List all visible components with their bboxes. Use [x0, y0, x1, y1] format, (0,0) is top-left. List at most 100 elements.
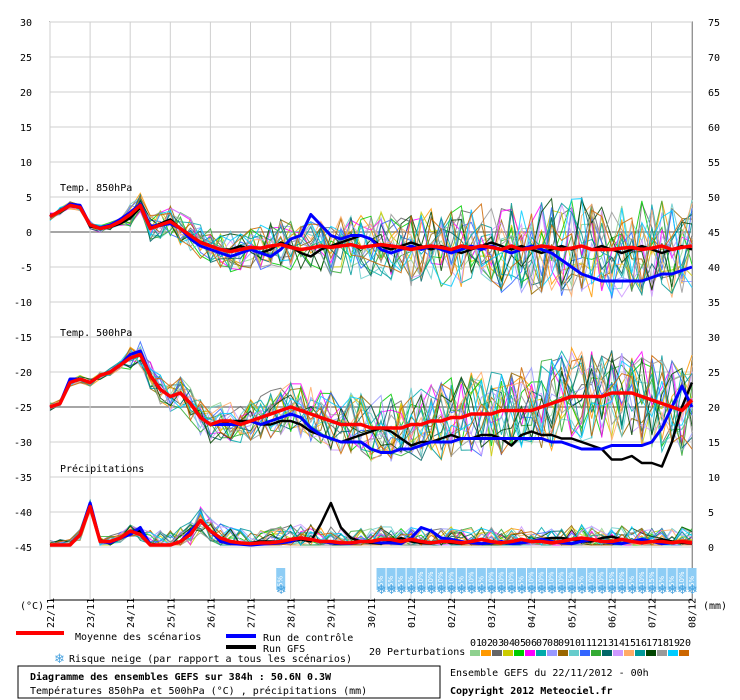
snow-risk-label: 10%: [447, 571, 455, 587]
x-tick-label: 30/11: [367, 598, 378, 628]
right-tick-label: 0: [708, 543, 714, 554]
x-tick-label: 27/11: [247, 598, 258, 628]
right-tick-label: 40: [708, 263, 720, 274]
perturbation-swatch: [668, 650, 678, 656]
right-tick-label: 15: [708, 438, 720, 449]
snow-risk-marker: [496, 568, 506, 590]
perturbation-swatch: [613, 650, 623, 656]
snow-risk-label: 5%: [688, 576, 696, 587]
snow-risk-label: 5%: [658, 576, 666, 587]
snowflake-icon: ❄: [637, 583, 648, 598]
x-tick-label: 22/11: [46, 598, 57, 628]
legend-mean-label: Moyenne des scénarios: [75, 631, 201, 643]
snow-risk-marker: [537, 568, 547, 590]
snow-risk-label: 5%: [628, 576, 636, 587]
snow-risk-marker: [527, 568, 536, 590]
x-tick-label: 25/11: [166, 598, 177, 628]
perturbation-swatch: [646, 650, 656, 656]
snow-risk-marker: [426, 568, 436, 590]
snow-risk-marker: [516, 568, 526, 590]
legend-control-swatch: [226, 634, 256, 638]
snow-risk-marker: [627, 568, 637, 590]
snowflake-icon: ❄: [537, 583, 548, 598]
snowflake-icon: ❄: [577, 583, 588, 598]
perturbation-number: 12: [591, 638, 603, 649]
snow-risk-marker: [597, 568, 607, 590]
left-tick-label: 5: [26, 193, 32, 204]
snowflake-icon: ❄: [557, 583, 568, 598]
mean-line: [49, 203, 693, 254]
panel-label-850: Temp. 850hPa: [60, 183, 132, 194]
perturbation-swatch: [591, 650, 601, 656]
snowflake-icon: ❄: [587, 583, 598, 598]
snow-risk-marker: [637, 568, 647, 590]
snow-risk-label: 15%: [608, 571, 616, 587]
snow-risk-label: 10%: [638, 571, 646, 587]
snow-risk-label: 10%: [618, 571, 626, 587]
snowflake-icon: ❄: [647, 583, 658, 598]
right-tick-label: 20: [708, 403, 720, 414]
right-unit: (mm): [703, 601, 727, 612]
snow-risk-marker: [657, 568, 667, 590]
snow-risk-label: 10%: [678, 571, 686, 587]
snow-risk-marker: [677, 568, 687, 590]
footer-box: [17, 665, 441, 699]
perturbation-number: 06: [525, 638, 537, 649]
snow-risk-marker: [486, 568, 496, 590]
right-tick-label: 55: [708, 158, 720, 169]
footer-subtitle: Températures 850hPa et 500hPa (°C) , pré…: [30, 685, 367, 697]
x-tick-label: 08/12: [688, 598, 699, 628]
snow-risk-marker: [506, 568, 516, 590]
left-tick-label: 20: [20, 88, 32, 99]
snow-risk-label: 5%: [277, 576, 285, 587]
snowflake-icon: ❄: [426, 583, 437, 598]
perturbation-swatch: [558, 650, 568, 656]
mean-line: [49, 352, 694, 430]
perturbation-line: [49, 348, 693, 449]
perturbation-number: 07: [536, 638, 548, 649]
x-tick-label: 07/12: [648, 598, 659, 628]
snow-risk-marker: [687, 568, 697, 590]
snow-risk-marker: [436, 568, 446, 590]
x-tick-label: 26/11: [206, 598, 217, 628]
snowflake-icon: ❄: [667, 583, 678, 598]
left-unit: (°C): [20, 601, 44, 612]
snow-risk-label: 10%: [528, 571, 536, 587]
snowflake-icon: ❄: [54, 652, 65, 667]
snow-risk-label: 15%: [568, 571, 576, 587]
snow-risk-label: 5%: [517, 576, 525, 587]
legend-mean-swatch: [16, 631, 64, 635]
snow-risk-label: 5%: [578, 576, 586, 587]
perturbation-line: [49, 348, 693, 461]
snow-risk-label: 15%: [648, 571, 656, 587]
right-tick-label: 65: [708, 88, 720, 99]
snow-risk-marker: [276, 568, 286, 590]
snowflake-icon: ❄: [527, 583, 538, 598]
snowflake-icon: ❄: [547, 583, 558, 598]
snow-risk-marker: [406, 568, 416, 590]
snowflake-icon: ❄: [456, 583, 467, 598]
perturbation-number: 13: [602, 638, 614, 649]
left-tick-label: 15: [20, 123, 32, 134]
mean-line: [50, 504, 693, 547]
perturbation-swatch: [492, 650, 502, 656]
perturbation-number: 01: [470, 638, 482, 649]
left-tick-label: 10: [20, 158, 32, 169]
left-tick-label: -5: [20, 263, 32, 274]
right-tick-label: 30: [708, 333, 720, 344]
snow-risk-label: 10%: [427, 571, 435, 587]
legend-snow-label: Risque neige (par rapport a tous les scé…: [69, 653, 352, 665]
snowflake-icon: ❄: [677, 583, 688, 598]
right-tick-label: 60: [708, 123, 720, 134]
snowflake-icon: ❄: [597, 583, 608, 598]
snow-risk-marker: [667, 568, 677, 590]
snow-risk-label: 5%: [668, 576, 676, 587]
x-tick-label: 28/11: [287, 598, 298, 628]
snow-risk-label: 10%: [487, 571, 495, 587]
perturbation-number: 17: [646, 638, 658, 649]
x-tick-label: 01/12: [407, 598, 418, 628]
perturbation-line: [49, 345, 693, 458]
snowflake-icon: ❄: [607, 583, 618, 598]
perturbation-number: 03: [492, 638, 504, 649]
perturbation-line: [49, 193, 693, 292]
